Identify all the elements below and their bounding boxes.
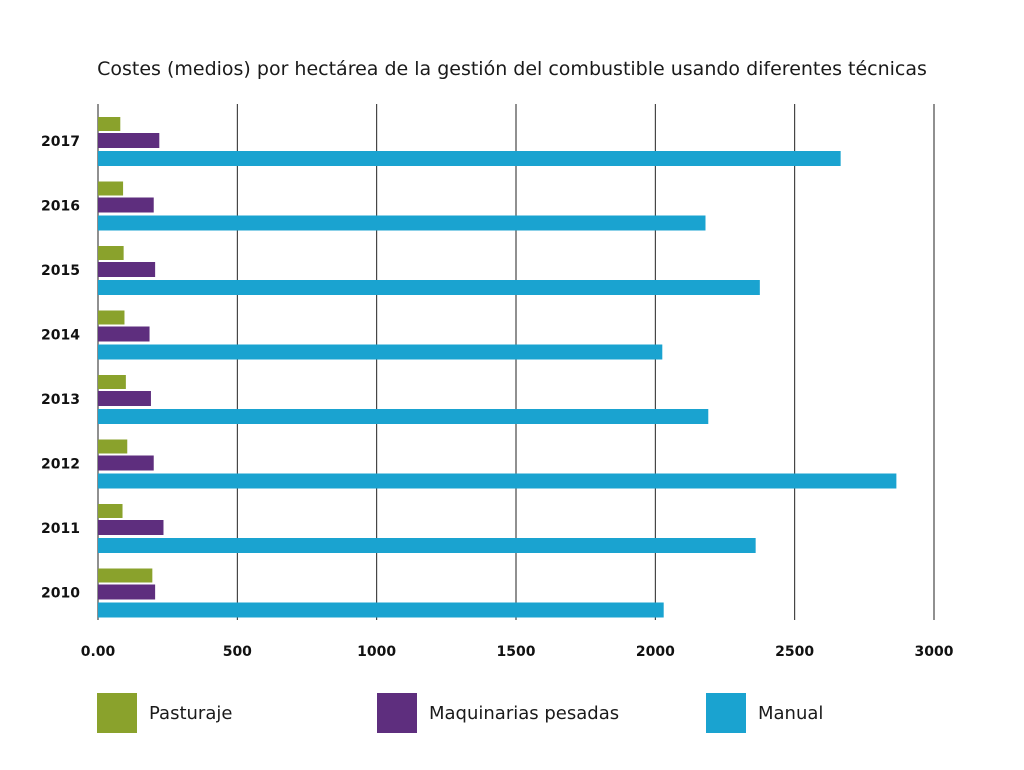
legend-item-pasturaje: Pasturaje: [97, 693, 232, 733]
bar-maquinarias-pesadas-2011: [98, 520, 164, 535]
y-tick-label: 2010: [41, 586, 80, 602]
bar-maquinarias-pesadas-2015: [98, 262, 156, 277]
bar-manual-2012: [98, 473, 897, 489]
x-tick-label: 3000: [915, 644, 954, 660]
y-tick-label: 2016: [41, 199, 80, 215]
bar-pasturaje-2017: [98, 117, 121, 131]
bar-maquinarias-pesadas-2012: [98, 455, 154, 471]
bar-pasturaje-2010: [98, 568, 153, 583]
bar-pasturaje-2015: [98, 246, 124, 260]
bar-manual-2010: [98, 602, 664, 618]
x-tick-label: 500: [223, 644, 252, 660]
bar-maquinarias-pesadas-2017: [98, 133, 160, 148]
y-tick-label: 2013: [41, 392, 80, 408]
x-tick-label: 0.00: [81, 644, 116, 660]
bar-pasturaje-2016: [98, 181, 124, 196]
legend-swatch-manual: [706, 693, 746, 733]
legend-swatch-pasturaje: [97, 693, 137, 733]
y-tick-label: 2012: [41, 457, 80, 473]
chart-title: Costes (medios) por hectárea de la gesti…: [97, 58, 927, 80]
y-tick-label: 2014: [41, 328, 80, 344]
x-tick-label: 2000: [636, 644, 675, 660]
legend-item-maquinarias-pesadas: Maquinarias pesadas: [377, 693, 619, 733]
bar-pasturaje-2013: [98, 375, 126, 389]
bar-manual-2011: [98, 538, 756, 553]
bar-manual-2014: [98, 344, 663, 360]
bar-pasturaje-2012: [98, 439, 128, 454]
y-tick-label: 2017: [41, 134, 80, 150]
legend-item-manual: Manual: [706, 693, 823, 733]
y-tick-label: 2015: [41, 263, 80, 279]
legend-label-pasturaje: Pasturaje: [149, 702, 233, 724]
bar-manual-2013: [98, 409, 709, 424]
x-tick-label: 1500: [497, 644, 536, 660]
bar-maquinarias-pesadas-2016: [98, 197, 154, 213]
bar-maquinarias-pesadas-2010: [98, 584, 156, 600]
x-tick-label: 2500: [775, 644, 814, 660]
bar-manual-2016: [98, 215, 706, 231]
bar-pasturaje-2014: [98, 310, 125, 325]
legend-label-maquinarias-pesadas: Maquinarias pesadas: [429, 702, 620, 724]
y-tick-label: 2011: [41, 521, 80, 537]
legend-swatch-maquinarias-pesadas: [377, 693, 417, 733]
bar-manual-2017: [98, 151, 841, 166]
bar-pasturaje-2011: [98, 504, 123, 518]
legend-label-manual: Manual: [758, 702, 824, 724]
bar-maquinarias-pesadas-2014: [98, 326, 150, 342]
x-tick-label: 1000: [357, 644, 396, 660]
bar-manual-2015: [98, 280, 760, 295]
bar-maquinarias-pesadas-2013: [98, 391, 151, 406]
